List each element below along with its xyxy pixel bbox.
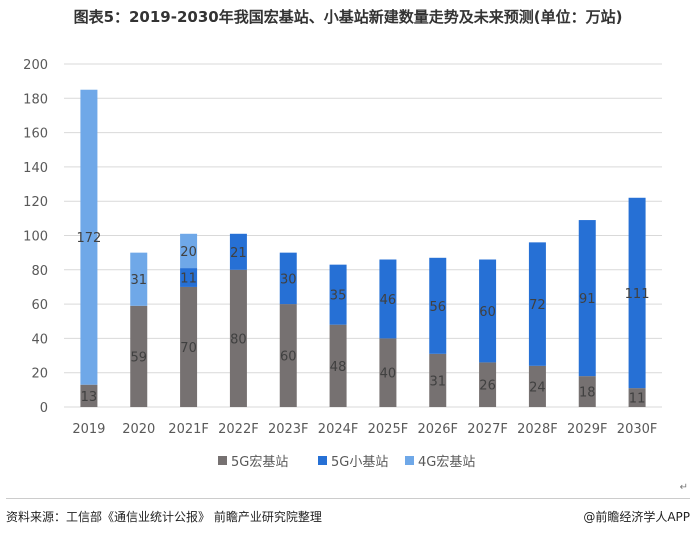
y-tick-label: 200 [23,58,48,73]
source-note: 资料来源：工信部《通信业统计公报》 前瞻产业研究院整理 [6,510,322,524]
x-tick-label: 2020 [122,422,155,437]
x-tick-label: 2030F [617,422,658,437]
data-label: 80 [230,332,247,347]
chart-title: 图表5：2019-2030年我国宏基站、小基站新建数量走势及未来预测(单位：万站… [73,8,623,26]
x-tick-label: 2022F [218,422,259,437]
y-tick-label: 180 [23,92,48,107]
x-tick-label: 2021F [168,422,209,437]
data-label: 18 [579,386,596,401]
legend-swatch [405,456,414,465]
legend: 5G宏基站 5G小基站 4G宏基站 [218,455,475,470]
bar-segment [279,304,297,407]
y-tick-label: 100 [23,230,48,245]
data-label: 20 [180,245,197,260]
data-label: 31 [130,273,147,288]
y-tick-label: 0 [40,401,48,416]
y-tick-label: 140 [23,161,48,176]
data-label: 111 [625,287,650,302]
bar-segment [379,259,397,339]
bar-segment [180,286,198,407]
bar-segment [379,338,397,407]
bar-segment [229,269,247,407]
data-label: 46 [380,293,397,308]
legend-label: 5G宏基站 [231,455,288,470]
bar-segment [329,324,347,407]
x-tick-label: 2024F [318,422,359,437]
bar-segment [329,264,347,325]
bar-segment [80,384,98,407]
bar-segment [628,197,646,389]
data-label: 11 [629,392,646,407]
legend-label: 4G宏基站 [418,455,475,470]
data-label: 31 [429,374,446,389]
x-tick-label: 2027F [467,422,508,437]
data-label: 21 [230,246,247,261]
data-label: 11 [180,272,197,287]
data-label: 59 [130,350,147,365]
data-label: 72 [529,298,546,313]
x-tick-label: 2026F [417,422,458,437]
legend-swatch [318,456,327,465]
bar-segment [528,365,546,407]
legend-swatch [218,456,227,465]
y-tick-label: 40 [31,332,48,347]
y-axis-ticks: 0 20 40 60 80 100 120 140 160 180 200 [23,58,48,416]
return-mark: ↵ [679,482,688,493]
legend-label: 5G小基站 [331,455,388,470]
bar-segment [180,268,198,287]
footer-divider [6,498,690,499]
data-label: 56 [429,300,446,315]
bar-segment [229,233,247,270]
bar-segment [528,242,546,366]
data-label: 40 [380,367,397,382]
x-tick-label: 2023F [268,422,309,437]
y-tick-label: 80 [31,264,48,279]
data-labels: 13 172 59 31 70 11 20 80 21 60 30 48 35 40 46 31 56 26 60 2… [77,231,650,406]
y-tick-label: 120 [23,195,48,210]
data-label: 30 [280,272,297,287]
x-tick-label: 2029F [567,422,608,437]
x-tick-label: 2028F [517,422,558,437]
bars [80,89,646,407]
data-label: 48 [330,360,347,375]
data-label: 70 [180,341,197,356]
x-tick-label: 2025F [368,422,409,437]
y-tick-label: 160 [23,127,48,142]
bar-segment [130,305,148,407]
bar-segment [578,376,596,407]
data-label: 24 [529,380,546,395]
data-label: 172 [77,231,102,246]
y-tick-label: 20 [31,367,48,382]
data-label: 13 [81,390,98,405]
data-label: 35 [330,289,347,304]
x-axis-ticks: 2019 2020 2021F 2022F 2023F 2024F 2025F 2026F 20… [72,422,657,437]
bar-segment [80,89,98,385]
data-label: 91 [579,292,596,307]
data-label: 60 [479,305,496,320]
brand-credit: @前瞻经济学人APP [583,510,690,524]
gridlines [64,63,662,408]
bar-segment [578,220,596,377]
bar-segment [479,259,497,363]
y-tick-label: 60 [31,298,48,313]
bar-segment [479,362,497,407]
data-label: 26 [479,379,496,394]
bar-segment [279,252,297,305]
bar-segment [130,252,148,306]
bar-segment [429,353,447,407]
x-tick-label: 2019 [72,422,105,437]
bar-segment [429,257,447,354]
data-label: 60 [280,350,297,365]
bar-segment [628,388,646,407]
bar-segment [180,233,198,269]
